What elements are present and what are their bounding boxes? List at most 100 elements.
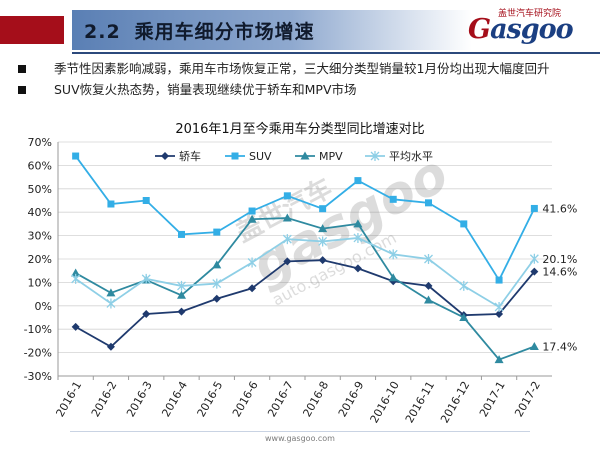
data-point: [72, 152, 80, 160]
data-point: [177, 280, 186, 291]
series-line: [75, 217, 535, 361]
data-point: [212, 278, 222, 289]
legend-item: 轿车: [155, 149, 201, 163]
data-point: [142, 309, 151, 318]
series-average: [71, 232, 539, 312]
data-point: [389, 277, 398, 286]
slide-title: 2.2 乘用车细分市场增速: [84, 17, 315, 44]
x-tick-label: 2016-4: [159, 379, 190, 419]
legend-item: MPV: [295, 150, 343, 163]
legend-label: 平均水平: [389, 150, 433, 163]
bullet-item: 季节性因素影响减弱，乘用车市场恢复正常，三大细分类型销量较1月份均出现大幅度回升: [10, 60, 595, 78]
y-tick-label: -20%: [24, 347, 52, 360]
logo-g: G: [468, 14, 491, 45]
chart-gridlines: [58, 141, 552, 377]
data-point: [318, 256, 327, 265]
data-point: [177, 290, 186, 299]
end-value-label: 20.1%: [542, 253, 577, 266]
data-point: [318, 224, 328, 233]
y-tick-label: 60%: [28, 159, 52, 172]
x-tick-label: 2017-1: [477, 379, 508, 419]
x-tick-label: 2016-6: [230, 379, 261, 419]
x-tick-label: 2016-11: [403, 379, 437, 425]
data-point: [248, 207, 256, 215]
data-point: [495, 276, 503, 284]
slide-header: 2.2 乘用车细分市场增速: [0, 0, 600, 58]
x-tick-label: 2016-8: [300, 379, 331, 419]
data-point: [459, 313, 469, 321]
y-tick-label: -10%: [24, 323, 52, 336]
data-point: [388, 273, 398, 282]
legend-label: MPV: [319, 150, 343, 163]
data-point: [106, 298, 116, 309]
data-point: [212, 260, 222, 269]
series-line: [75, 259, 536, 348]
legend-label: 轿车: [179, 149, 201, 163]
data-point: [282, 213, 292, 222]
data-point: [459, 280, 469, 291]
data-point: [300, 151, 310, 160]
data-point: [71, 268, 81, 277]
end-value-label: 14.6%: [542, 266, 577, 279]
series-suv: [72, 152, 538, 284]
data-point: [529, 342, 539, 351]
data-point: [318, 236, 328, 247]
x-tick-label: 2016-2: [89, 379, 120, 419]
y-tick-label: 50%: [28, 183, 52, 196]
header-blue-band: [72, 10, 472, 50]
bullet-list: 季节性因素影响减弱，乘用车市场恢复正常，三大细分类型销量较1月份均出现大幅度回升…: [10, 60, 595, 102]
data-point: [247, 214, 257, 223]
data-point: [106, 342, 115, 351]
x-tick-label: 2016-7: [265, 379, 296, 419]
data-point: [212, 294, 221, 303]
data-point: [283, 257, 292, 266]
data-point: [460, 220, 468, 228]
data-point: [353, 219, 363, 228]
section-number: 2.2: [84, 21, 121, 43]
data-point: [247, 257, 257, 268]
y-tick-label: 40%: [28, 206, 52, 219]
data-point: [282, 234, 292, 245]
x-tick-label: 2016-12: [438, 379, 472, 425]
data-point: [161, 152, 169, 160]
data-point: [71, 273, 81, 284]
data-point: [389, 195, 397, 203]
x-tick-label: 2016-10: [368, 379, 402, 425]
bullet-item: SUV恢复火热态势，销量表现继续优于轿车和MPV市场: [10, 81, 595, 99]
data-point: [424, 254, 433, 264]
data-point: [319, 205, 327, 213]
data-point: [495, 309, 504, 318]
data-point: [231, 152, 239, 160]
series-line: [75, 237, 536, 309]
x-tick-label: 2016-3: [124, 379, 155, 419]
data-point: [494, 301, 504, 312]
x-tick-label: 2017-2: [512, 379, 543, 419]
data-point: [71, 322, 80, 331]
gasgoo-logo: 盖世汽车研究院 Gasgoo: [468, 6, 596, 50]
bullet-text: SUV恢复火热态势，销量表现继续优于轿车和MPV市场: [54, 82, 357, 97]
data-point: [530, 204, 538, 212]
data-point: [177, 307, 186, 316]
y-tick-label: 70%: [28, 136, 52, 149]
data-point: [529, 253, 539, 264]
x-tick-label: 2016-5: [195, 379, 226, 419]
header-rule: [72, 52, 600, 54]
data-point: [213, 228, 221, 236]
logo-chinese-text: 盖世汽车研究院: [498, 9, 562, 19]
data-point: [178, 230, 185, 238]
legend-label: SUV: [249, 150, 272, 163]
y-tick-label: -30%: [24, 370, 52, 383]
data-point: [424, 295, 433, 304]
chart-title: 2016年1月至今乘用车分类型同比增速对比: [175, 121, 424, 137]
data-point: [388, 249, 398, 260]
y-tick-label: 0%: [35, 300, 52, 313]
data-point: [106, 288, 116, 297]
data-point: [248, 284, 257, 293]
legend-item: SUV: [225, 150, 272, 163]
logo-rest: asgoo: [490, 14, 574, 45]
bullet-square-icon: [18, 65, 26, 73]
end-value-label: 41.6%: [542, 202, 577, 215]
section-title: 乘用车细分市场增速: [134, 21, 315, 43]
growth-line-chart: 2016年1月至今乘用车分类型同比增速对比 盖世汽车 gasgoo auto.g…: [24, 121, 578, 425]
footer-rule: [70, 431, 530, 432]
